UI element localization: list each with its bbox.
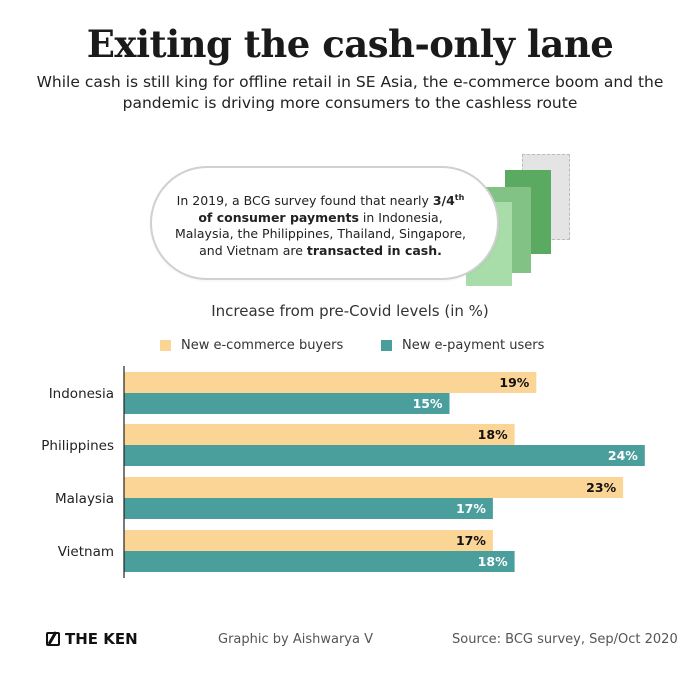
brand-name: THE KEN <box>65 630 138 648</box>
category-label-malaysia: Malaysia <box>55 491 114 507</box>
data-label-vietnam-epayment: 18% <box>478 554 508 569</box>
data-label-philippines-epayment: 24% <box>608 448 638 463</box>
source: Source: BCG survey, Sep/Oct 2020 <box>452 632 678 647</box>
bar-chart: Indonesia 19% 15% Philippines 18% 24% Malaysia… <box>41 366 645 578</box>
money-notes-illustration <box>460 150 580 290</box>
category-label-indonesia: Indonesia <box>49 386 114 402</box>
bar-malaysia-ecommerce <box>124 477 624 498</box>
bar-malaysia-epayment <box>124 498 493 519</box>
category-label-vietnam: Vietnam <box>58 544 114 560</box>
legend-swatch-ecommerce <box>160 340 171 351</box>
brand-logo: THE KEN <box>46 630 138 648</box>
bar-philippines-epayment <box>124 445 645 466</box>
bar-vietnam-ecommerce <box>124 530 493 551</box>
legend-swatch-epayment <box>381 340 392 351</box>
subtitle: While cash is still king for offline ret… <box>36 73 664 112</box>
callout-bubble <box>150 166 499 280</box>
data-label-indonesia-epayment: 15% <box>413 396 443 411</box>
legend-ecommerce: New e-commerce buyers <box>160 338 343 353</box>
bar-indonesia-ecommerce <box>124 372 537 393</box>
legend-label-epayment: New e-payment users <box>402 338 545 353</box>
data-label-malaysia-ecommerce: 23% <box>586 480 616 495</box>
data-label-vietnam-ecommerce: 17% <box>456 533 486 548</box>
bar-vietnam-epayment <box>124 551 515 572</box>
legend-label-ecommerce: New e-commerce buyers <box>181 338 344 353</box>
ken-logo-icon <box>46 632 60 646</box>
callout-text: In 2019, a BCG survey found that nearly … <box>174 193 466 258</box>
bar-philippines-ecommerce <box>124 424 515 445</box>
data-label-malaysia-epayment: 17% <box>456 501 486 516</box>
category-label-philippines: Philippines <box>41 438 114 454</box>
legend-epayment: New e-payment users <box>381 338 544 353</box>
page-title: Exiting the cash-only lane <box>86 22 614 66</box>
bar-indonesia-epayment <box>124 393 450 414</box>
data-label-indonesia-ecommerce: 19% <box>499 375 529 390</box>
credit: Graphic by Aishwarya V <box>218 632 373 647</box>
data-label-philippines-ecommerce: 18% <box>478 427 508 442</box>
chart-title: Increase from pre-Covid levels (in %) <box>211 302 489 320</box>
